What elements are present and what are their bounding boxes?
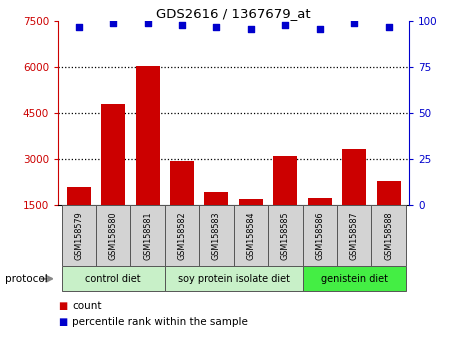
- FancyBboxPatch shape: [61, 266, 165, 291]
- Point: [75, 24, 82, 30]
- Text: percentile rank within the sample: percentile rank within the sample: [72, 317, 248, 327]
- Point: [178, 22, 186, 28]
- Text: GSM158586: GSM158586: [315, 211, 324, 260]
- Text: GSM158584: GSM158584: [246, 211, 255, 260]
- Point: [385, 24, 392, 30]
- Text: ■: ■: [58, 317, 67, 327]
- Point: [282, 22, 289, 28]
- Bar: [67, 187, 91, 205]
- FancyBboxPatch shape: [268, 205, 303, 266]
- FancyBboxPatch shape: [130, 205, 165, 266]
- FancyBboxPatch shape: [303, 205, 337, 266]
- Text: GSM158587: GSM158587: [350, 211, 359, 260]
- Bar: [273, 156, 297, 205]
- Point: [109, 20, 117, 26]
- Text: GSM158580: GSM158580: [109, 211, 118, 260]
- Bar: [342, 149, 366, 205]
- Text: soy protein isolate diet: soy protein isolate diet: [178, 274, 290, 284]
- Text: protocol: protocol: [5, 274, 47, 284]
- Point: [144, 20, 151, 26]
- FancyBboxPatch shape: [61, 205, 96, 266]
- Bar: [377, 181, 400, 205]
- Text: GSM158588: GSM158588: [384, 211, 393, 260]
- FancyBboxPatch shape: [303, 266, 406, 291]
- Text: GSM158585: GSM158585: [281, 211, 290, 260]
- FancyBboxPatch shape: [199, 205, 234, 266]
- Point: [247, 26, 255, 32]
- Bar: [136, 66, 159, 205]
- Bar: [239, 199, 263, 205]
- Title: GDS2616 / 1367679_at: GDS2616 / 1367679_at: [156, 7, 311, 20]
- FancyBboxPatch shape: [96, 205, 130, 266]
- Text: GSM158581: GSM158581: [143, 211, 152, 260]
- Point: [213, 24, 220, 30]
- Bar: [205, 192, 228, 205]
- Point: [316, 26, 324, 32]
- FancyBboxPatch shape: [372, 205, 406, 266]
- Text: GSM158582: GSM158582: [178, 211, 186, 260]
- Text: genistein diet: genistein diet: [321, 274, 388, 284]
- Text: ■: ■: [58, 301, 67, 311]
- FancyBboxPatch shape: [234, 205, 268, 266]
- FancyBboxPatch shape: [165, 266, 303, 291]
- Text: control diet: control diet: [86, 274, 141, 284]
- Bar: [101, 104, 125, 205]
- Point: [351, 20, 358, 26]
- FancyBboxPatch shape: [337, 205, 372, 266]
- Text: count: count: [72, 301, 101, 311]
- Bar: [308, 198, 332, 205]
- Text: GSM158583: GSM158583: [212, 211, 221, 260]
- FancyBboxPatch shape: [165, 205, 199, 266]
- Text: GSM158579: GSM158579: [74, 211, 83, 260]
- Bar: [170, 161, 194, 205]
